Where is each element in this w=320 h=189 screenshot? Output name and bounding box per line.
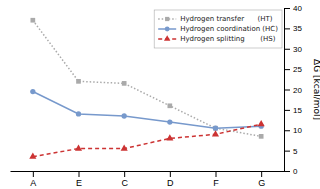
y-tick-mark <box>284 110 290 111</box>
x-tick: F <box>213 171 219 188</box>
x-tick-label: A <box>30 178 36 188</box>
y-tick: 15 <box>284 106 302 115</box>
y-tick-mark <box>284 130 290 131</box>
y-tick-mark <box>284 8 290 9</box>
point-marker <box>212 130 219 136</box>
chart: A E C D F G 0 5 10 15 20 25 30 35 40 ΔG [kcal/mol] Hydro… <box>0 0 320 189</box>
legend-frame <box>154 10 282 48</box>
point-marker <box>213 126 218 131</box>
legend-label: Hydrogen coordination (HC) <box>180 25 278 33</box>
x-tick: E <box>76 171 82 188</box>
y-tick: 25 <box>284 65 302 74</box>
point-marker <box>213 126 218 131</box>
y-tick: 0 <box>284 167 298 176</box>
x-tick-mark <box>216 171 217 177</box>
x-tick-label: F <box>213 178 219 188</box>
legend-label: Hydrogen transfer (HT) <box>180 15 273 23</box>
x-tick: D <box>167 171 174 188</box>
x-tick: C <box>121 171 128 188</box>
point-marker <box>166 134 173 140</box>
point-marker <box>30 18 35 23</box>
y-axis-title: ΔG [kcal/mol] <box>312 59 320 120</box>
legend: Hydrogen transfer (HT) Hydrogen coordinat… <box>154 10 282 48</box>
y-tick-mark <box>284 151 290 152</box>
point-marker <box>167 119 172 124</box>
x-tick-label: G <box>258 178 265 188</box>
y-tick: 5 <box>284 147 298 156</box>
y-tick-label: 0 <box>293 167 298 176</box>
legend-marker <box>164 35 170 41</box>
y-tick: 30 <box>284 45 302 54</box>
y-tick: 10 <box>284 126 302 135</box>
x-tick-mark <box>124 171 125 177</box>
x-tick-mark <box>170 171 171 177</box>
legend-marker <box>165 27 170 32</box>
series-line <box>33 124 261 157</box>
y-tick-label: 5 <box>293 147 298 156</box>
y-tick-mark <box>284 90 290 91</box>
x-tick-label: D <box>167 178 174 188</box>
x-tick-mark <box>33 171 34 177</box>
y-tick-label: 30 <box>293 45 302 54</box>
point-marker <box>30 89 35 94</box>
series-line <box>33 92 261 129</box>
y-tick-mark <box>284 69 290 70</box>
y-tick-label: 10 <box>293 126 302 135</box>
point-marker <box>258 120 265 126</box>
point-marker <box>259 134 264 139</box>
x-tick-label: E <box>76 178 82 188</box>
legend-label: Hydrogen splitting (HS) <box>180 35 276 43</box>
y-tick: 40 <box>284 4 302 13</box>
x-tick-mark <box>79 171 80 177</box>
x-tick: A <box>30 171 36 188</box>
point-marker <box>76 111 81 116</box>
point-marker <box>122 81 127 86</box>
point-marker <box>122 113 127 118</box>
y-tick-label: 25 <box>293 65 302 74</box>
point-marker <box>29 153 36 159</box>
y-tick-label: 15 <box>293 106 302 115</box>
point-marker <box>76 79 81 84</box>
y-tick-label: 20 <box>293 86 302 95</box>
x-axis: AECDFG <box>11 171 285 188</box>
y-tick-mark <box>284 49 290 50</box>
plot: A E C D F G 0 5 10 15 20 25 30 35 40 ΔG [kcal/mol] Hydro… <box>11 4 320 188</box>
x-axis-line <box>11 171 285 172</box>
y-tick-mark <box>284 171 290 172</box>
x-tick-label: C <box>121 178 128 188</box>
y-tick: 35 <box>284 24 302 33</box>
x-tick-mark <box>261 171 262 177</box>
x-tick: G <box>258 171 265 188</box>
point-marker <box>121 144 128 150</box>
y-tick-label: 35 <box>293 24 302 33</box>
legend-marker <box>165 17 169 21</box>
y-tick-label: 40 <box>293 4 302 13</box>
y-axis: 0 5 10 15 20 25 30 35 40 <box>284 4 302 176</box>
y-tick: 20 <box>284 86 302 95</box>
point-marker <box>75 144 82 150</box>
y-tick-mark <box>284 28 290 29</box>
point-marker <box>167 103 172 108</box>
